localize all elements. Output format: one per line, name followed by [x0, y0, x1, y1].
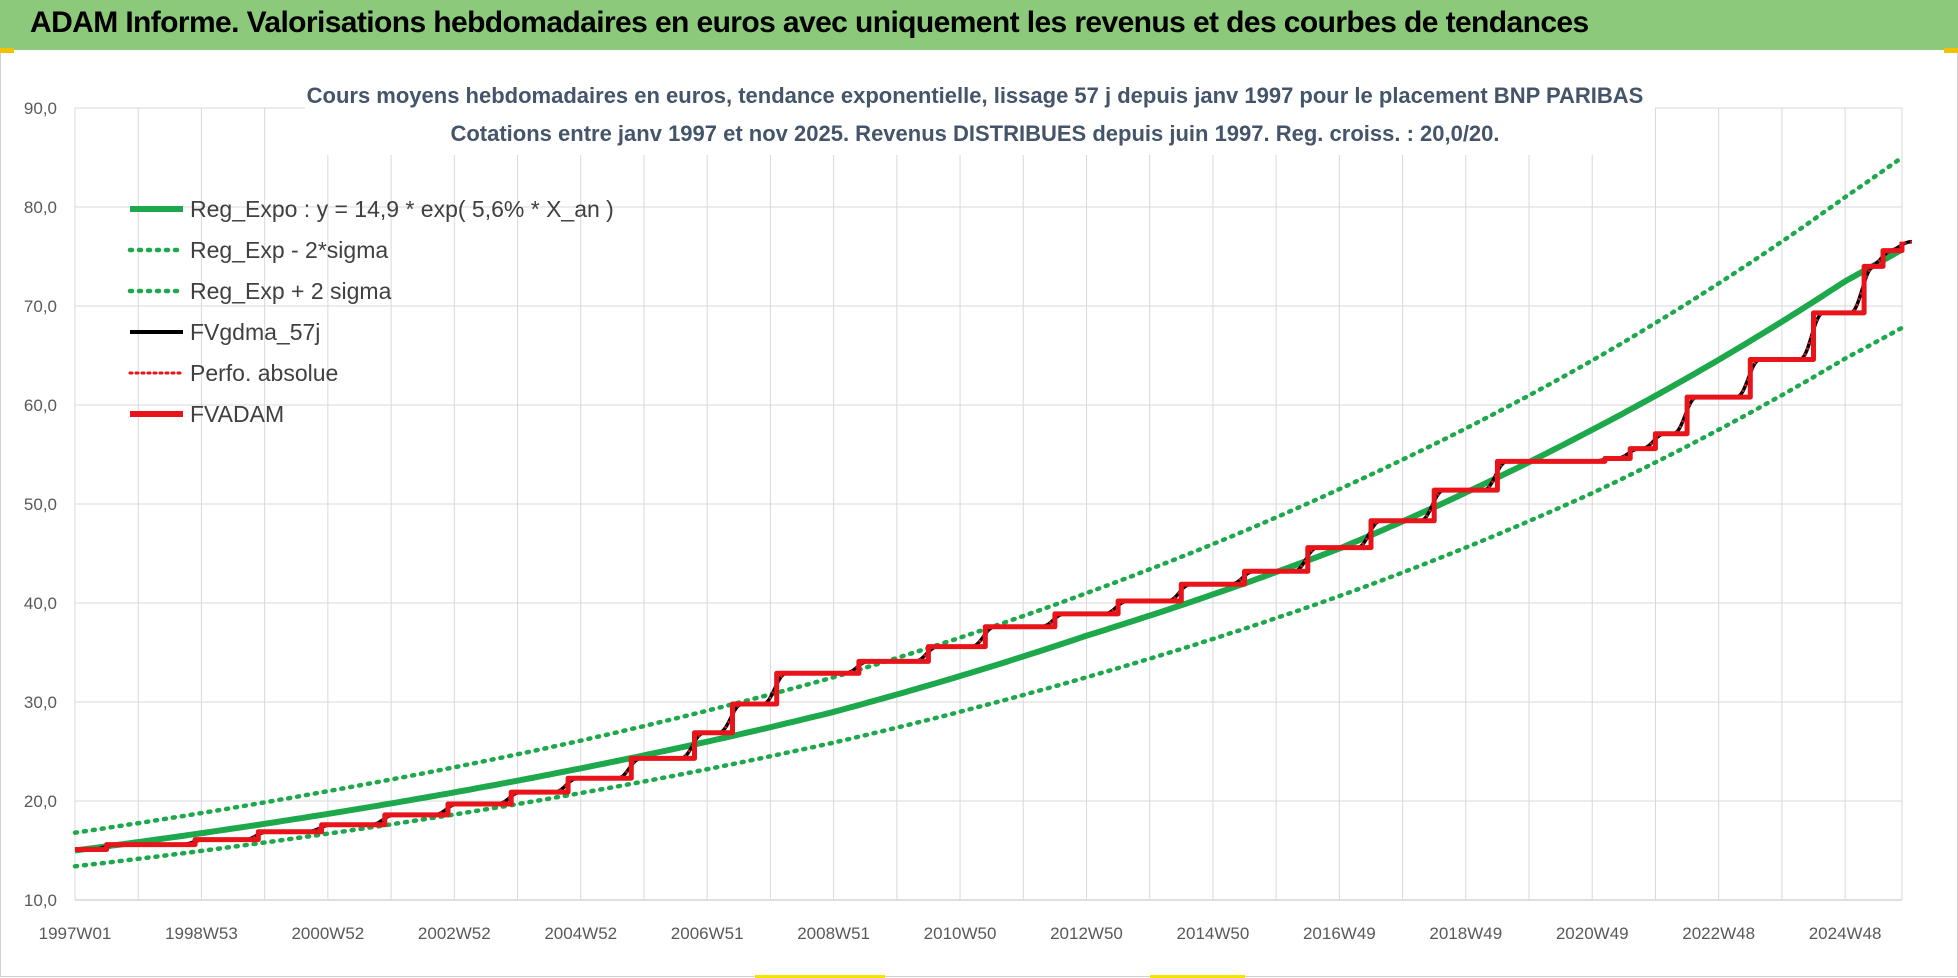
y-tick-label: 10,0 [24, 891, 57, 910]
y-tick-label: 30,0 [24, 693, 57, 712]
x-tick-label: 2014W50 [1177, 924, 1250, 943]
legend-label: Reg_Exp - 2*sigma [190, 237, 388, 263]
accent-mark-right [1944, 48, 1958, 53]
series-line-4 [75, 240, 1913, 851]
chart-title: Cours moyens hebdomadaires en euros, ten… [307, 83, 1644, 108]
y-tick-label: 70,0 [24, 297, 57, 316]
chart-title-background [305, 75, 1655, 155]
axes: 10,0 20,0 30,0 40,0 50,0 60,0 70,0 80,0 90,0 1997… [24, 99, 1882, 943]
x-tick-label: 2004W52 [544, 924, 617, 943]
x-tick-label: 2010W50 [924, 924, 997, 943]
legend-label: FVADAM [190, 401, 284, 427]
y-tick-label: 50,0 [24, 495, 57, 514]
y-tick-label: 40,0 [24, 594, 57, 613]
legend-label: Reg_Exp + 2 sigma [190, 278, 392, 304]
x-tick-label: 2020W49 [1556, 924, 1629, 943]
series-line-3 [75, 239, 1913, 852]
legend-label: FVgdma_57j [190, 319, 320, 345]
accent-mark-left [0, 48, 14, 53]
x-tick-label: 2022W48 [1682, 924, 1755, 943]
y-tick-label: 80,0 [24, 198, 57, 217]
legend-label: Perfo. absolue [190, 360, 338, 386]
y-tick-label: 90,0 [24, 99, 57, 118]
y-tick-label: 60,0 [24, 396, 57, 415]
grid [74, 107, 1903, 901]
series-line-5 [75, 241, 1905, 852]
series-layer [72, 155, 1913, 869]
x-tick-label: 2008W51 [797, 924, 870, 943]
x-tick-label: 2024W48 [1809, 924, 1882, 943]
accent-mark-bottom-2 [1150, 975, 1245, 978]
accent-mark-bottom-1 [755, 975, 885, 978]
chart-subtitle: Cotations entre janv 1997 et nov 2025. R… [450, 121, 1499, 146]
x-tick-label: 2012W50 [1050, 924, 1123, 943]
legend: Reg_Expo : y = 14,9 * exp( 5,6% * X_an )… [127, 196, 614, 427]
x-tick-label: 1997W01 [39, 924, 112, 943]
x-tick-label: 1998W53 [165, 924, 238, 943]
x-tick-label: 2002W52 [418, 924, 491, 943]
legend-label: Reg_Expo : y = 14,9 * exp( 5,6% * X_an ) [190, 196, 614, 222]
series-line-0 [74, 246, 1904, 854]
y-tick-label: 20,0 [24, 792, 57, 811]
header-bar: ADAM Informe. Valorisations hebdomadaire… [0, 0, 1958, 50]
x-tick-label: 2016W49 [1303, 924, 1376, 943]
x-tick-label: 2000W52 [291, 924, 364, 943]
x-tick-label: 2006W51 [671, 924, 744, 943]
x-tick-label: 2018W49 [1429, 924, 1502, 943]
page-title: ADAM Informe. Valorisations hebdomadaire… [30, 6, 1589, 39]
